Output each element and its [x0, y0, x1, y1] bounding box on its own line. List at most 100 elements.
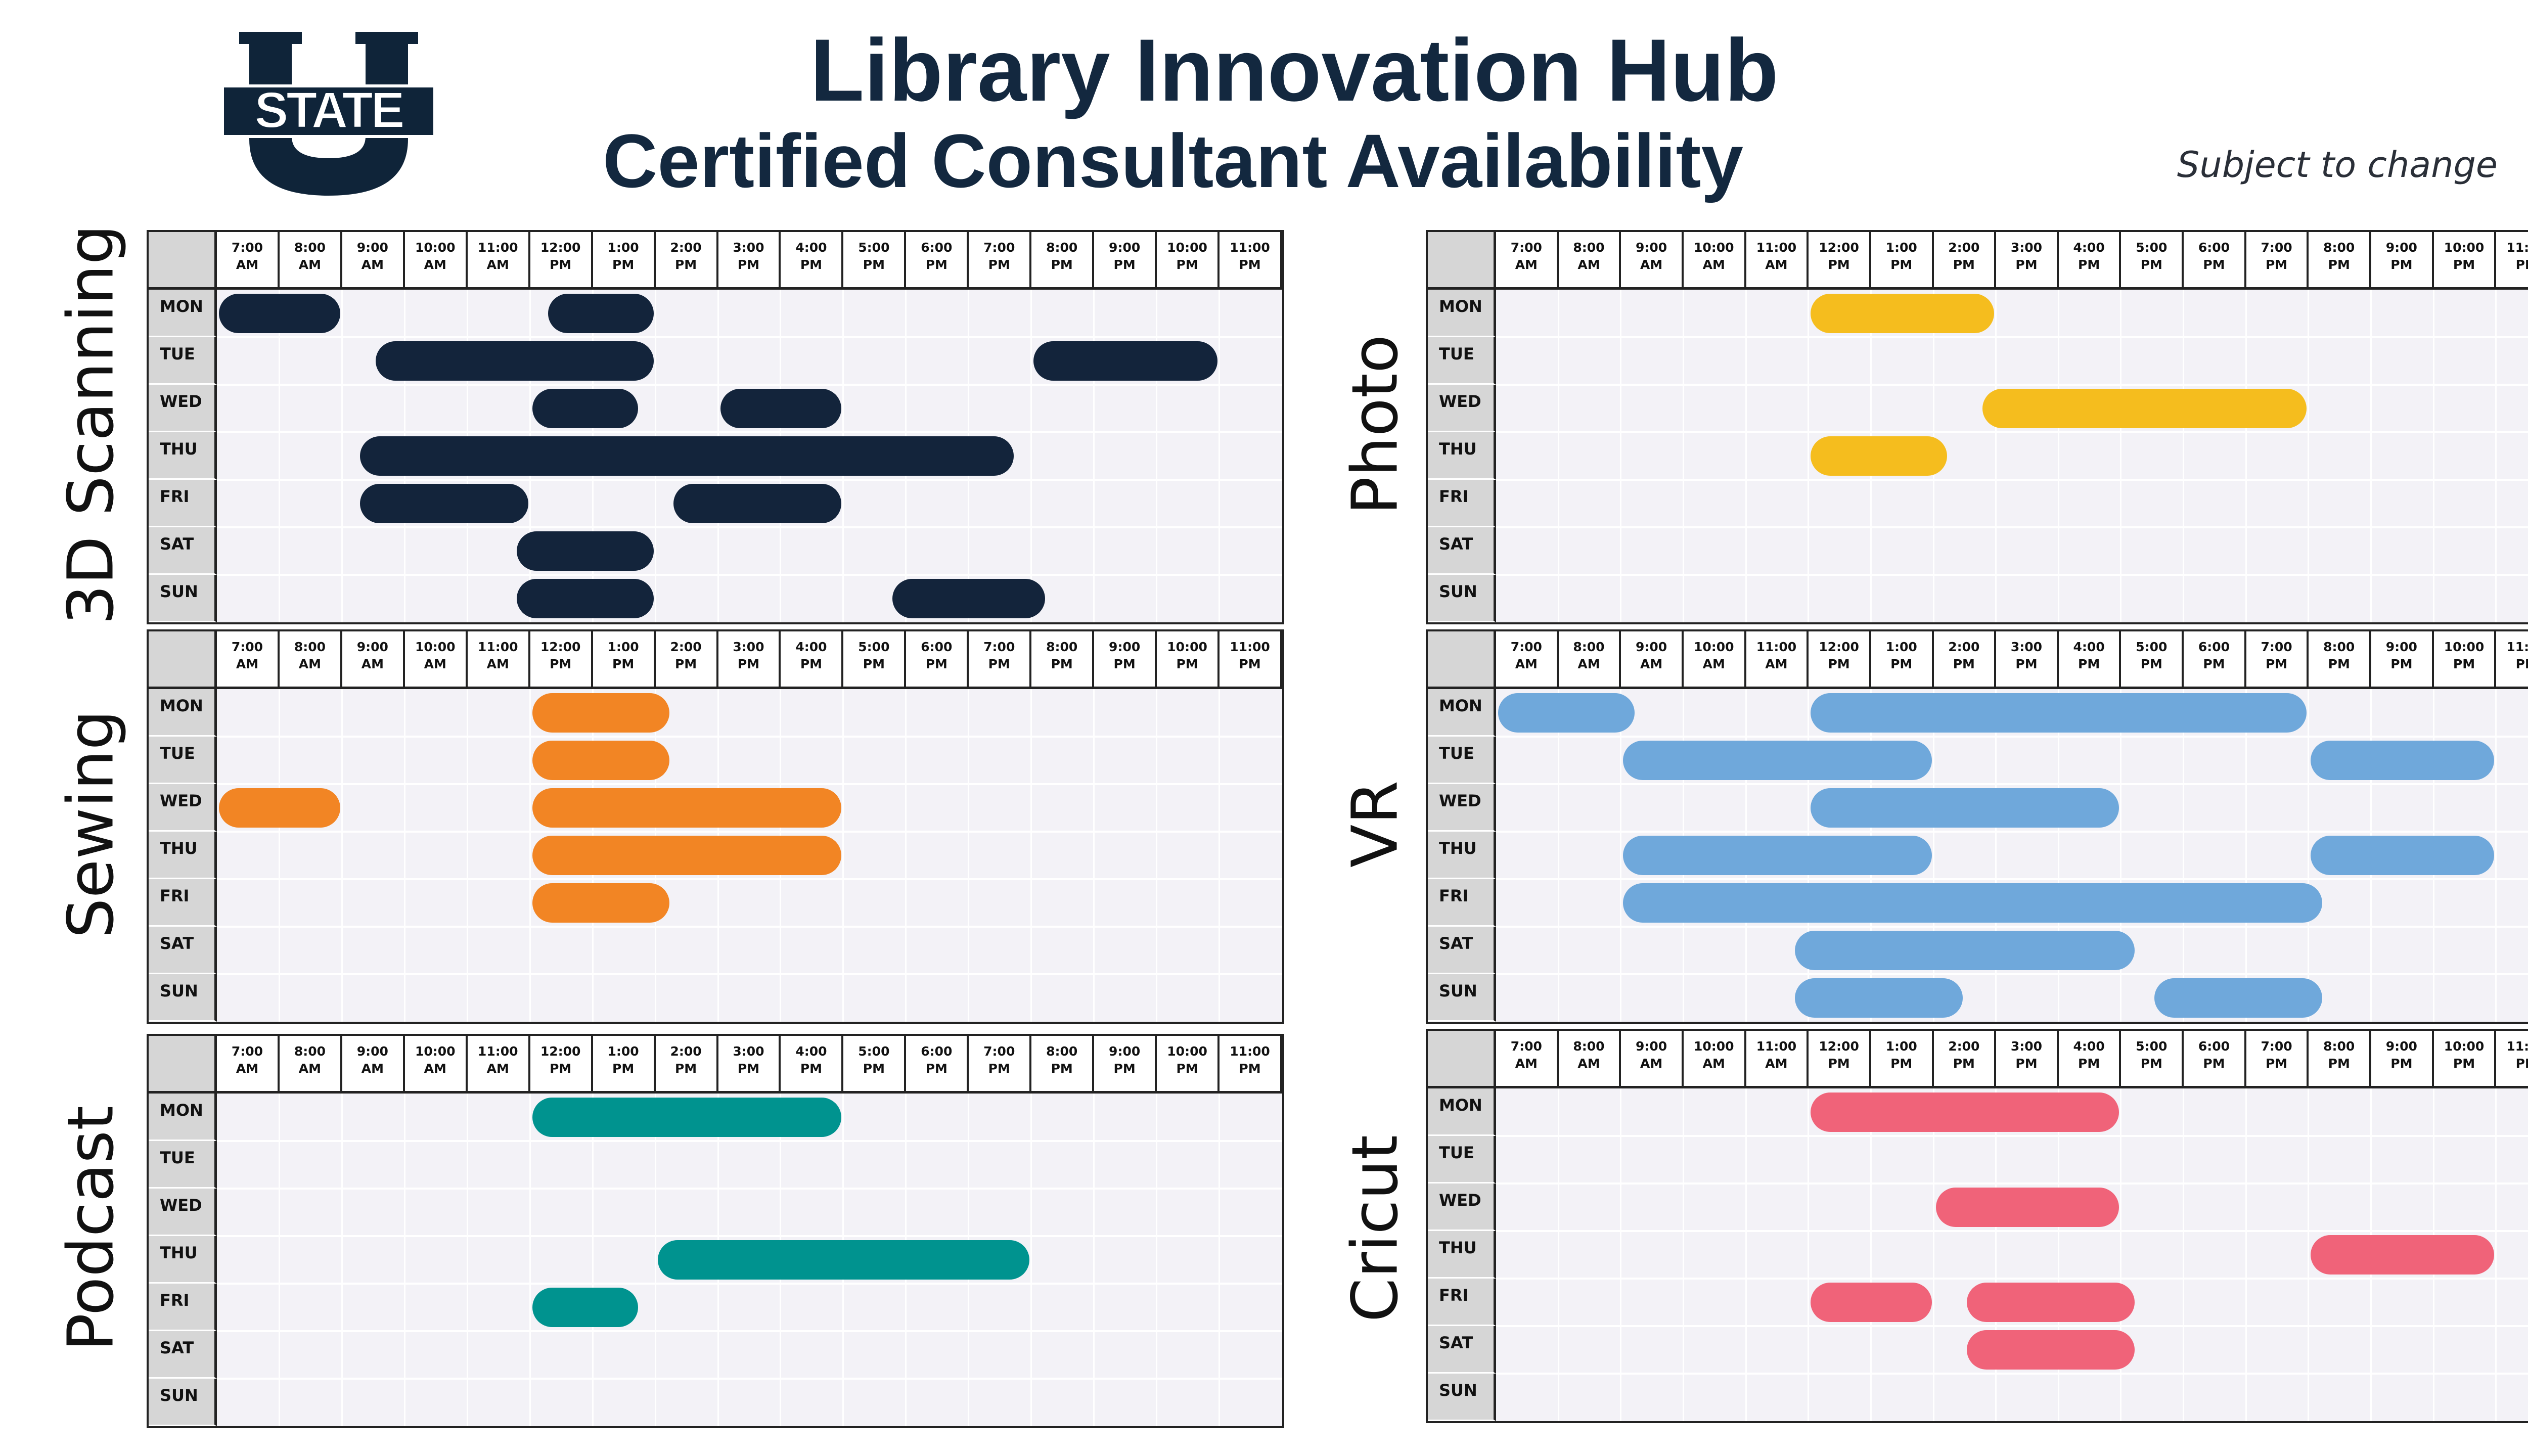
grid-line — [842, 689, 844, 1022]
day-label: THU — [149, 832, 217, 879]
podcast-availability-bar — [532, 1098, 842, 1137]
time-header: 7:00 PM — [969, 631, 1032, 689]
time-header: 10:00 PM — [1157, 232, 1220, 290]
time-header: 7:00 AM — [1496, 1031, 1559, 1088]
time-header: 9:00 PM — [1094, 1036, 1157, 1094]
3d-scanning-availability-bar — [375, 341, 654, 381]
time-header: 8:00 PM — [2309, 1031, 2372, 1088]
time-header: 2:00 PM — [655, 631, 718, 689]
grid-line — [1995, 290, 1997, 622]
time-header: 5:00 PM — [843, 232, 907, 290]
day-label: SAT — [1428, 1326, 1496, 1374]
time-header: 8:00 AM — [279, 232, 342, 290]
day-label: WED — [149, 784, 217, 832]
grid-line — [1620, 689, 1622, 1022]
grid-line — [1745, 290, 1747, 622]
grid-line — [1496, 479, 2528, 481]
time-header: 10:00 AM — [1683, 631, 1746, 689]
time-header: 10:00 AM — [404, 232, 468, 290]
grid-line — [341, 290, 343, 622]
3d-scanning-availability-bar — [892, 579, 1046, 618]
grid-line — [968, 689, 970, 1022]
time-header: 9:00 AM — [1621, 1031, 1684, 1088]
time-header: 8:00 AM — [1558, 232, 1621, 290]
day-label: WED — [1428, 784, 1496, 832]
day-label: SAT — [149, 1331, 217, 1379]
grid-line — [1496, 1135, 2528, 1137]
time-header: 4:00 PM — [781, 232, 844, 290]
time-header: 12:00 PM — [1809, 631, 1871, 689]
grid-line — [217, 1188, 1282, 1190]
time-header: 10:00 AM — [404, 1036, 468, 1094]
day-label: TUE — [149, 737, 217, 784]
grid-line — [1496, 574, 2528, 576]
cricut-panel-label: Cricut — [1338, 1134, 1412, 1323]
day-label: WED — [1428, 385, 1496, 432]
time-header: 7:00 PM — [2246, 631, 2309, 689]
day-label: TUE — [149, 337, 217, 385]
time-header: 6:00 PM — [2184, 1031, 2246, 1088]
photo-availability-bar — [1811, 436, 1948, 476]
vr-availability-bar — [1623, 883, 2323, 923]
3d-scanning-availability-bar — [219, 294, 340, 333]
grid-line — [1557, 290, 1559, 622]
day-label: THU — [1428, 432, 1496, 480]
grid-line — [905, 689, 907, 1022]
grid-line — [217, 336, 1282, 338]
usu-state-logo: STATE — [221, 30, 436, 197]
grid-line — [466, 1094, 468, 1426]
grid-line — [217, 878, 1282, 880]
grid-corner — [149, 631, 217, 689]
vr-availability-bar — [1811, 693, 2307, 733]
grid-corner — [149, 1036, 217, 1094]
cricut-availability-bar — [1935, 1188, 2119, 1227]
time-header: 10:00 AM — [1683, 232, 1746, 290]
cricut-availability-bar — [2311, 1235, 2495, 1275]
grid-line — [2495, 1088, 2497, 1421]
grid-line — [278, 689, 280, 1022]
grid-line — [1156, 290, 1158, 622]
time-header: 7:00 PM — [2246, 1031, 2309, 1088]
time-header: 1:00 PM — [593, 1036, 656, 1094]
grid-line — [2120, 290, 2122, 622]
grid-line — [2432, 290, 2434, 622]
time-header: 8:00 PM — [1031, 631, 1095, 689]
grid-line — [2245, 290, 2247, 622]
time-header: 9:00 PM — [2371, 1031, 2434, 1088]
time-header: 7:00 AM — [1496, 631, 1559, 689]
grid-line — [2183, 689, 2185, 1022]
3d-scanning-availability-bar — [516, 531, 654, 571]
grid-line — [1995, 689, 1997, 1022]
grid-line — [217, 783, 1282, 785]
grid-line — [1156, 1094, 1158, 1426]
grid-corner — [1428, 232, 1496, 290]
time-header: 9:00 PM — [2371, 232, 2434, 290]
grid-line — [1496, 736, 2528, 738]
grid-line — [1496, 431, 2528, 433]
time-header: 7:00 AM — [217, 232, 280, 290]
grid-line — [278, 290, 280, 622]
photo-panel-label: Photo — [1338, 334, 1412, 515]
grid-line — [1620, 1088, 1622, 1421]
day-label: SUN — [1428, 1374, 1496, 1421]
grid-line — [2495, 689, 2497, 1022]
grid-line — [1496, 973, 2528, 975]
podcast-schedule-grid: 7:00 AM 8:00 AM 9:00 AM 10:00 AM 11:00 AM 12:00 PM 1… — [147, 1034, 1284, 1428]
time-header: 8:00 AM — [1558, 631, 1621, 689]
grid-line — [403, 689, 405, 1022]
vr-panel-label: VR — [1338, 780, 1412, 868]
time-header: 5:00 PM — [2121, 631, 2184, 689]
vr-availability-bar — [1795, 978, 1963, 1018]
grid-line — [1093, 689, 1095, 1022]
day-label: MON — [1428, 290, 1496, 337]
grid-line — [1496, 878, 2528, 880]
time-header: 5:00 PM — [2121, 1031, 2184, 1088]
vr-availability-bar — [1623, 836, 1932, 875]
sewing-schedule-grid: 7:00 AM 8:00 AM 9:00 AM 10:00 AM 11:00 AM 12:00 PM 1… — [147, 629, 1284, 1024]
time-header: 10:00 PM — [2433, 232, 2497, 290]
3d-scanning-availability-bar — [516, 579, 654, 618]
grid-line — [2120, 1088, 2122, 1421]
vr-availability-bar — [1498, 693, 1635, 733]
grid-line — [1496, 1278, 2528, 1280]
grid-corner — [1428, 631, 1496, 689]
